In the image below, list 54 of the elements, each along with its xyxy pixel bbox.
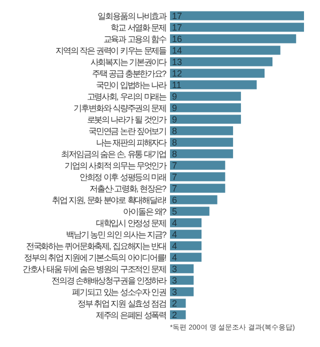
y-tick-label: 정부의 취업 지원에 기본소득의 아이디어를! [24,252,166,263]
data-label: 7 [172,172,178,182]
data-label: 7 [172,160,178,171]
data-label: 5 [172,206,178,217]
data-label: 4 [172,241,178,252]
data-label: 3 [172,287,178,298]
y-tick-label: 학교 서열화 문제 [110,22,166,33]
data-label: 2 [172,310,178,320]
data-label: 6 [172,195,178,206]
data-label: 17 [172,11,182,22]
data-label: 2 [172,298,178,309]
data-label: 17 [172,22,182,33]
y-tick-label: 나는 재판의 피해자다 [96,138,167,148]
data-label: 8 [172,138,178,148]
data-label: 4 [172,252,178,263]
y-tick-label: 국민이 입법하는 나라 [96,80,167,90]
data-label: 9 [172,114,178,125]
y-tick-label: 저출산·고령화, 현장은? [90,184,167,194]
y-tick-label: 취업 지원, 문화 분야로 확대해달라! [52,195,166,206]
y-tick-label: 주택 공급 충분한가요? [92,68,167,79]
data-label: 12 [172,68,182,79]
y-tick-label: 정부 취업 지원 실효성 점검 [78,298,166,309]
y-tick-label: 대학입시 안정성 문제 [96,218,166,228]
data-label: 9 [172,92,178,102]
y-tick-label: 안희정 이후 성평등의 미래 [79,172,166,182]
y-tick-label: 간호사 태움 뒤에 숨은 병원의 구조적인 문제 [22,264,166,274]
y-tick-label: 아이돌은 왜? [123,206,167,217]
y-tick-label: 전의경 손해배상청구권을 인정하라 [52,276,167,286]
y-tick-label: 사회복지는 기본권이다 [90,57,167,68]
data-label: 11 [172,80,182,90]
y-tick-label: 기업의 사회적 의무는 무엇인가 [64,160,167,171]
y-tick-label: 교육과 고용의 함수 [103,34,167,44]
data-label: 3 [172,264,178,274]
y-tick-label: 기후변화와 식량주권의 문제 [74,103,166,114]
y-tick-label: 국민연금 논란 짚어보기 [88,126,166,136]
y-tick-label: 전국화하는 퀴어문화축제, 집요해지는 반대 [26,241,166,252]
y-tick-label: 고령사회, 우리의 미래는 [86,92,167,102]
data-label: 9 [172,103,178,114]
data-label: 4 [172,230,178,240]
y-tick-label: 백남기 농민 의인 의사는 지금? [66,230,167,240]
data-label: 8 [172,149,178,160]
y-tick-label: 폐기되고 있는 성소수자 인권 [72,287,167,298]
y-tick-label: 최저임금의 숨은 손, 유통 대기업 [61,149,166,160]
data-label: 4 [172,218,178,228]
data-label: 13 [172,57,182,68]
y-tick-label: 제주의 은폐된 성폭력 [96,310,166,320]
y-tick-label: 로봇의 나라가 될 것인가 [86,114,167,125]
data-label: 3 [172,276,178,286]
data-label: 14 [172,46,182,56]
data-label: 7 [172,184,178,194]
y-tick-label: 지역의 작은 권력이 키우는 문제들 [55,46,167,56]
data-label: 16 [172,34,182,44]
y-tick-label: 일회용품의 나비효과 [98,11,167,22]
data-label: 8 [172,126,178,136]
